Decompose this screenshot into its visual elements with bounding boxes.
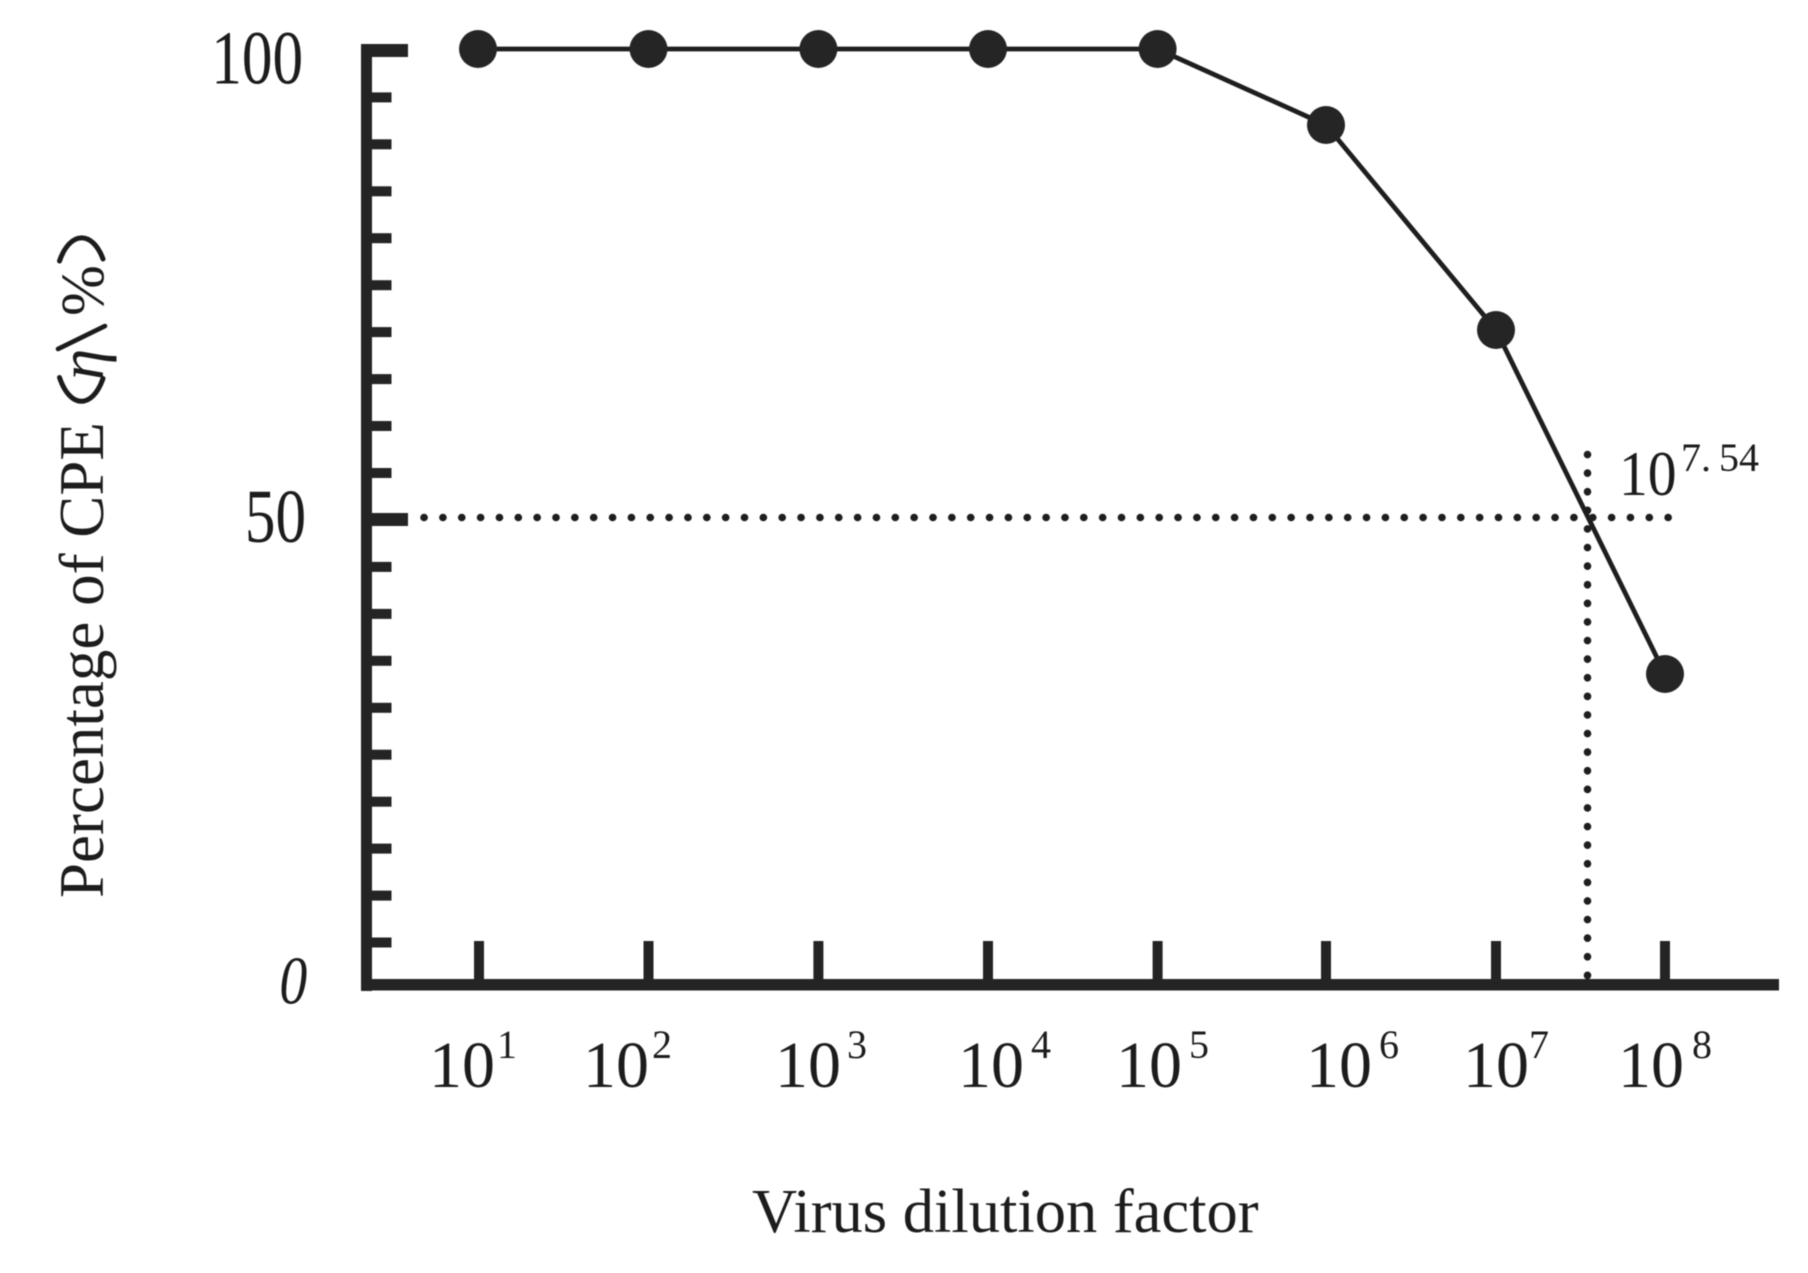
svg-text:105: 10 5 <box>1116 1022 1209 1102</box>
svg-text:Virus dilution factor: Virus dilution factor <box>752 1176 1259 1246</box>
svg-text:104: 10 4 <box>958 1022 1051 1102</box>
svg-text:η: η <box>47 349 117 380</box>
svg-text:108: 10 8 <box>1618 1022 1712 1102</box>
svg-text:7.54: 7. 54 <box>1681 435 1759 480</box>
svg-text:50: 50 <box>245 474 306 559</box>
svg-text:Percentage of CPE: Percentage of CPE <box>47 422 117 898</box>
svg-text:107: 107 <box>1463 1022 1549 1102</box>
svg-text:%: % <box>50 265 117 316</box>
svg-text:103: 10 3 <box>775 1022 867 1102</box>
svg-text:0: 0 <box>279 944 307 1018</box>
svg-text:106: 10 6 <box>1306 1022 1399 1102</box>
svg-text:101: 101 <box>429 1022 517 1102</box>
svg-text:100: 100 <box>211 15 303 100</box>
svg-text:10: 10 <box>1619 439 1677 509</box>
svg-text:102: 102 <box>583 1022 672 1102</box>
